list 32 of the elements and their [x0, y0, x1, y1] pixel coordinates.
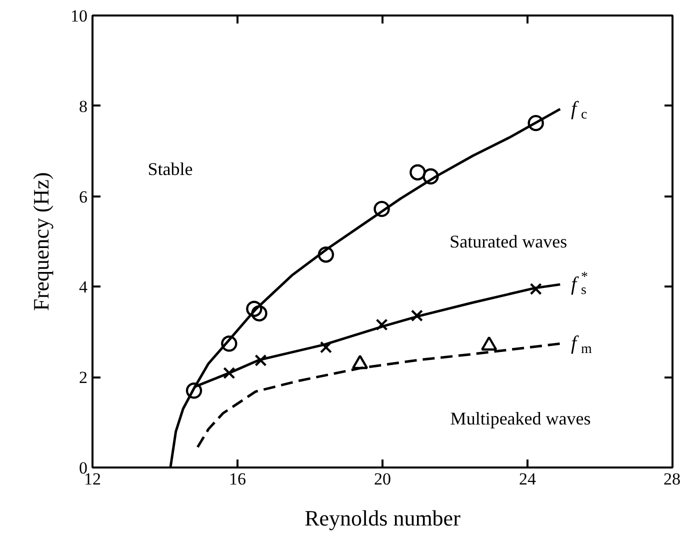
y-tick-label: 0	[79, 458, 88, 478]
point	[376, 318, 388, 331]
point	[528, 114, 544, 132]
y-axis-title: Frequency (Hz)	[28, 172, 54, 311]
x-tick-label: 20	[374, 470, 391, 488]
point	[530, 282, 542, 296]
x-axis-title: Reynolds number	[304, 506, 462, 530]
point	[254, 354, 267, 366]
point	[422, 168, 439, 184]
y-tick-label: 8	[79, 96, 88, 116]
x-tick-label: 24	[519, 470, 536, 488]
y-tick-label: 10	[70, 6, 88, 26]
y-tick-label: 6	[79, 187, 88, 206]
annotation: Stable	[148, 159, 193, 180]
point	[221, 336, 238, 352]
x-tick-label: 28	[664, 470, 680, 488]
point	[223, 366, 236, 380]
annotation: Multipeaked waves	[450, 408, 591, 429]
point	[251, 305, 268, 322]
point	[374, 200, 390, 218]
point	[186, 382, 202, 399]
annotation: Saturated waves	[450, 232, 568, 252]
series-label: fm	[571, 332, 592, 358]
point	[246, 300, 262, 317]
y-tick-label: 4	[79, 278, 88, 297]
y-tick-label: 2	[79, 368, 88, 388]
point	[320, 341, 332, 354]
point	[410, 310, 423, 322]
point	[318, 246, 334, 263]
point	[410, 164, 426, 180]
x-tick-label: 16	[229, 470, 246, 488]
series-label: fc	[571, 98, 588, 123]
